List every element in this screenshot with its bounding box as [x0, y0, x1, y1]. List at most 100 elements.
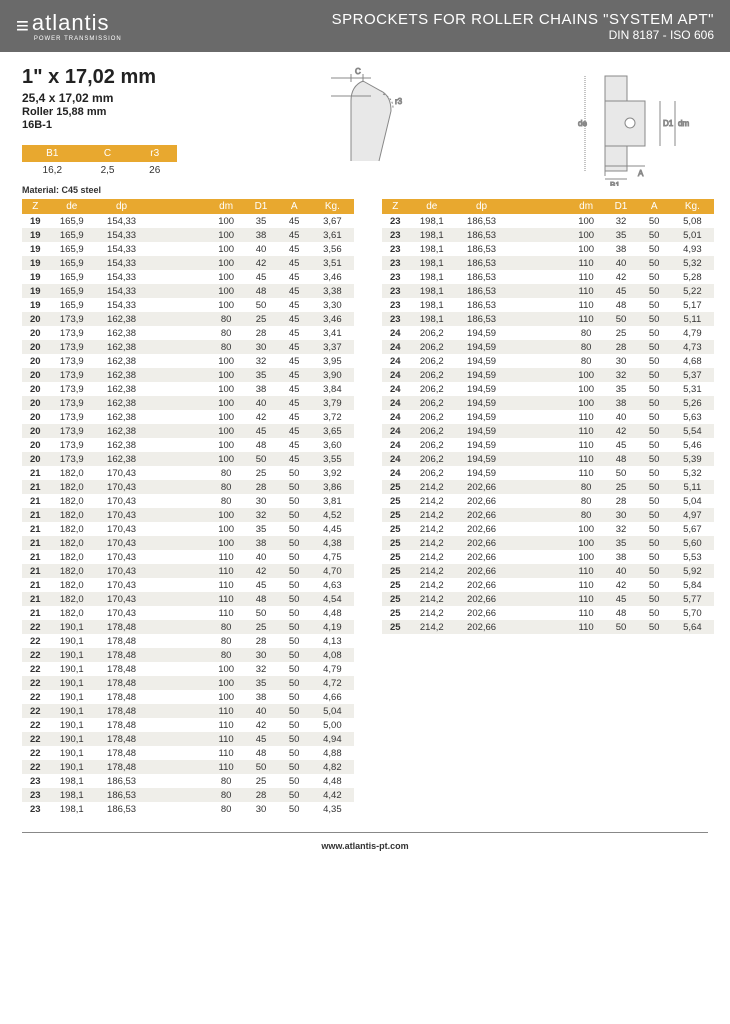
table-cell: 50	[278, 788, 311, 802]
table-cell: 25	[382, 480, 409, 494]
table-cell: 23	[382, 214, 409, 228]
table-cell: 4,70	[311, 564, 354, 578]
table-row: 21182,0170,4310035504,45	[22, 522, 354, 536]
table-cell: 45	[278, 312, 311, 326]
table-row: 25214,2202,668028505,04	[382, 494, 714, 508]
table-cell: 23	[382, 242, 409, 256]
table-cell: 20	[22, 452, 49, 466]
page-header: ≡ atlantis POWER TRANSMISSION SPROCKETS …	[0, 0, 730, 52]
table-cell: 178,48	[95, 634, 148, 648]
table-cell: 45	[278, 354, 311, 368]
table-cell	[148, 732, 208, 746]
table-cell: 100	[208, 690, 245, 704]
table-cell: 170,43	[95, 494, 148, 508]
table-cell: 20	[22, 382, 49, 396]
table-cell: 50	[638, 242, 671, 256]
table-cell: 5,08	[671, 214, 714, 228]
table-cell: 4,48	[311, 606, 354, 620]
table-cell	[508, 578, 568, 592]
table-row: 20173,9162,388030453,37	[22, 340, 354, 354]
table-cell: 22	[22, 620, 49, 634]
table-cell: 22	[22, 648, 49, 662]
table-row: 21182,0170,4310038504,38	[22, 536, 354, 550]
table-cell: 100	[568, 228, 605, 242]
table-cell: 45	[278, 368, 311, 382]
table-cell: 4,42	[311, 788, 354, 802]
table-cell: 178,48	[95, 718, 148, 732]
table-cell: 202,66	[455, 592, 508, 606]
table-cell: 110	[208, 718, 245, 732]
table-cell: 3,67	[311, 214, 354, 228]
table-row: 25214,2202,6610038505,53	[382, 550, 714, 564]
table-cell: 24	[382, 354, 409, 368]
table-row: 22190,1178,488025504,19	[22, 620, 354, 634]
table-cell: 25	[382, 550, 409, 564]
table-cell: 165,9	[49, 270, 95, 284]
table-cell: 173,9	[49, 396, 95, 410]
table-cell: 194,59	[455, 396, 508, 410]
table-cell: 202,66	[455, 494, 508, 508]
table-cell	[508, 270, 568, 284]
table-cell: 186,53	[455, 284, 508, 298]
table-cell: 110	[568, 592, 605, 606]
table-cell: 50	[638, 368, 671, 382]
table-cell: 24	[382, 396, 409, 410]
table-cell: 3,92	[311, 466, 354, 480]
table-cell: 45	[278, 270, 311, 284]
table-cell: 50	[638, 340, 671, 354]
table-cell: 186,53	[95, 774, 148, 788]
table-cell: 100	[208, 396, 245, 410]
sprocket-section-diagram: de D1 dm B1 A	[560, 66, 700, 195]
table-cell: 50	[278, 578, 311, 592]
table-cell: 5,17	[671, 298, 714, 312]
table-cell: 45	[278, 214, 311, 228]
table-cell: 170,43	[95, 550, 148, 564]
table-cell: 30	[244, 494, 277, 508]
table-cell: 50	[638, 550, 671, 564]
table-cell	[148, 494, 208, 508]
table-cell: 48	[604, 298, 637, 312]
table-cell: 214,2	[409, 620, 455, 634]
table-cell: 3,95	[311, 354, 354, 368]
table-cell: 100	[208, 354, 245, 368]
table-cell: 5,04	[671, 494, 714, 508]
table-cell: 50	[638, 326, 671, 340]
table-cell: 23	[382, 284, 409, 298]
table-cell: 100	[568, 242, 605, 256]
data-table-left: ZdedpdmD1AKg. 19165,9154,3310035453,6719…	[22, 199, 354, 816]
table-row: 25214,2202,6611040505,92	[382, 564, 714, 578]
table-cell: 206,2	[409, 340, 455, 354]
table-cell: 100	[208, 452, 245, 466]
table-cell: 110	[208, 732, 245, 746]
table-cell: 19	[22, 256, 49, 270]
table-cell: 3,56	[311, 242, 354, 256]
table-cell: 20	[22, 326, 49, 340]
table-cell: 50	[278, 676, 311, 690]
table-cell: 110	[208, 578, 245, 592]
table-cell: 4,13	[311, 634, 354, 648]
table-cell: 173,9	[49, 410, 95, 424]
table-cell: 162,38	[95, 396, 148, 410]
table-cell: 42	[244, 718, 277, 732]
table-cell: 182,0	[49, 480, 95, 494]
table-cell	[148, 662, 208, 676]
table-cell: 3,72	[311, 410, 354, 424]
table-cell: 50	[278, 508, 311, 522]
table-cell	[508, 508, 568, 522]
table-cell	[508, 242, 568, 256]
table-cell: 162,38	[95, 382, 148, 396]
table-cell: 25	[244, 774, 277, 788]
table-cell: 110	[568, 564, 605, 578]
table-cell: 80	[208, 788, 245, 802]
table-cell: 23	[22, 774, 49, 788]
table-cell: 4,97	[671, 508, 714, 522]
table-cell: 32	[604, 522, 637, 536]
table-cell: 50	[244, 606, 277, 620]
table-cell: 23	[382, 312, 409, 326]
table-row: 21182,0170,438028503,86	[22, 480, 354, 494]
table-cell: 100	[568, 214, 605, 228]
table-cell	[148, 340, 208, 354]
table-cell: 20	[22, 368, 49, 382]
brand-tagline: POWER TRANSMISSION	[34, 36, 122, 42]
table-row: 21182,0170,4310032504,52	[22, 508, 354, 522]
